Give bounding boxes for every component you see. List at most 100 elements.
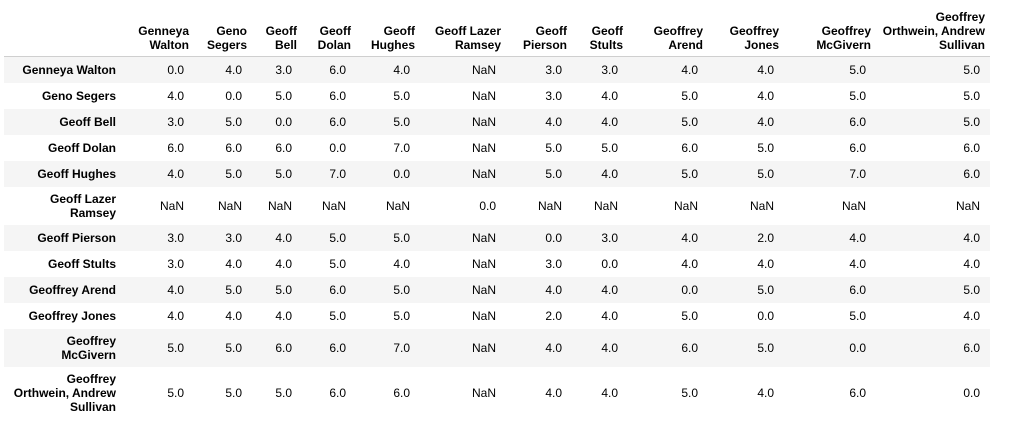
table-row: Geoff Hughes 4.0 5.0 5.0 7.0 0.0 NaN 5.0 4.0 5.0 5… [4, 160, 990, 187]
table-cell: 6.0 [329, 88, 346, 103]
table-cell: NaN [267, 198, 292, 213]
table-cell: 5.0 [681, 385, 698, 400]
table-cell: NaN [673, 198, 698, 213]
column-header-line: McGivern [816, 38, 871, 52]
table-cell: 3.0 [167, 256, 184, 271]
table-cell: 4.0 [601, 340, 618, 355]
column-header-line: Geoffrey [653, 24, 703, 38]
row-index-label: Geoffrey Jones [4, 303, 124, 329]
column-header-line: Geoff [319, 24, 351, 38]
table-cell: 5.0 [393, 230, 410, 245]
table-header: Genneya Walton Geno Segers Geoff Bell Geoff Dol… [4, 6, 990, 57]
table-cell: 5.0 [757, 166, 774, 181]
table-cell: 4.0 [275, 256, 292, 271]
table-cell: 5.0 [167, 340, 184, 355]
table-cell: 6.0 [681, 140, 698, 155]
table-cell: 6.0 [849, 140, 866, 155]
column-header-line: Geoffrey [935, 10, 985, 24]
table-row: Geno Segers 4.0 0.0 5.0 6.0 5.0 NaN 3.0 4.0 5.0 4.… [4, 82, 990, 109]
dataframe-output: Genneya Walton Geno Segers Geoff Bell Geoff Dol… [4, 6, 990, 419]
column-header: Geoff Lazer Ramsey [420, 6, 506, 57]
row-index-label: Geoff Pierson [4, 225, 124, 251]
table-cell: 5.0 [681, 88, 698, 103]
table-cell: NaN [749, 198, 774, 213]
column-header-line: Hughes [370, 38, 415, 52]
table-cell: 6.0 [329, 282, 346, 297]
table-cell: 5.0 [757, 340, 774, 355]
table-cell: 5.0 [963, 282, 980, 297]
table-cell: 5.0 [963, 88, 980, 103]
table-cell: 5.0 [393, 282, 410, 297]
table-cell: 4.0 [167, 308, 184, 323]
column-header-line: Orthwein, Andrew [882, 24, 985, 38]
table-cell: 4.0 [757, 114, 774, 129]
table-cell: 6.0 [849, 282, 866, 297]
table-cell: 5.0 [329, 230, 346, 245]
table-cell: NaN [471, 340, 496, 355]
table-cell: 5.0 [225, 340, 242, 355]
header-row: Genneya Walton Geno Segers Geoff Bell Geoff Dol… [4, 6, 990, 57]
table-cell: 6.0 [681, 340, 698, 355]
column-header-line: Geoff [535, 24, 567, 38]
table-cell: 6.0 [329, 385, 346, 400]
column-header: Geno Segers [194, 6, 252, 57]
column-header-line: Walton [149, 38, 189, 52]
table-cell: 0.0 [545, 230, 562, 245]
table-cell: 0.0 [225, 88, 242, 103]
table-cell: NaN [471, 166, 496, 181]
table-cell: NaN [471, 282, 496, 297]
table-cell: 5.0 [963, 62, 980, 77]
table-cell: 4.0 [275, 308, 292, 323]
column-header-line: Geoffrey [729, 24, 779, 38]
row-index-line: Geoff Stults [48, 256, 116, 271]
table-cell: NaN [955, 198, 980, 213]
table-row: Geoff Bell 3.0 5.0 0.0 6.0 5.0 NaN 4.0 4.0 5.0 4.0… [4, 108, 990, 135]
table-cell: NaN [471, 140, 496, 155]
row-index-line: Geoff Bell [59, 114, 116, 129]
table-cell: 4.0 [545, 385, 562, 400]
table-cell: 5.0 [275, 88, 292, 103]
table-cell: 5.0 [225, 166, 242, 181]
table-cell: 5.0 [393, 308, 410, 323]
table-cell: 4.0 [681, 256, 698, 271]
row-index-line: Geno Segers [41, 88, 116, 103]
table-row: Geoff Stults 3.0 4.0 4.0 5.0 4.0 NaN 3.0 0.0 4.0 4… [4, 250, 990, 277]
table-cell: 4.0 [167, 166, 184, 181]
table-cell: 2.0 [545, 308, 562, 323]
column-header: Geoffrey Arend [628, 6, 708, 57]
table-cell: NaN [217, 198, 242, 213]
table-cell: 5.0 [757, 282, 774, 297]
table-cell: 3.0 [601, 230, 618, 245]
row-index-line: Sullivan [69, 399, 116, 414]
table-cell: 5.0 [601, 140, 618, 155]
table-cell: 0.0 [479, 198, 496, 213]
column-header-line: Stults [589, 38, 623, 52]
table-cell: 4.0 [275, 230, 292, 245]
table-cell: 4.0 [545, 340, 562, 355]
table-cell: 5.0 [393, 88, 410, 103]
row-index-label: Genneya Walton [4, 57, 124, 83]
table-cell: 3.0 [545, 88, 562, 103]
column-header-line: Jones [744, 38, 779, 52]
table-row: Geoffrey McGivern 5.0 5.0 6.0 6.0 7.0 NaN 4.0 4.0… [4, 328, 990, 367]
row-index-line: Geoff Hughes [37, 166, 116, 181]
column-header: Geoff Bell [252, 6, 302, 57]
table-row: Genneya Walton 0.0 4.0 3.0 6.0 4.0 NaN 3.0 3.0 4.… [4, 56, 990, 83]
table-cell: 7.0 [393, 340, 410, 355]
table-cell: 5.0 [963, 114, 980, 129]
table-cell: 6.0 [329, 114, 346, 129]
table-cell: 6.0 [225, 140, 242, 155]
table-cell: 0.0 [393, 166, 410, 181]
table-cell: NaN [471, 62, 496, 77]
table-cell: 4.0 [849, 256, 866, 271]
column-header-line: Dolan [317, 38, 351, 52]
column-header-line: Genneya [138, 24, 189, 38]
table-cell: 5.0 [167, 385, 184, 400]
table-cell: NaN [471, 114, 496, 129]
row-index-label: Geoff Lazer Ramsey [4, 187, 124, 225]
table-row: Geoff Dolan 6.0 6.0 6.0 0.0 7.0 NaN 5.0 5.0 6.0 5.… [4, 134, 990, 161]
table-cell: 4.0 [545, 282, 562, 297]
table-cell: 3.0 [545, 256, 562, 271]
column-header-line: Bell [274, 38, 297, 52]
row-index-label: Geoff Hughes [4, 161, 124, 187]
